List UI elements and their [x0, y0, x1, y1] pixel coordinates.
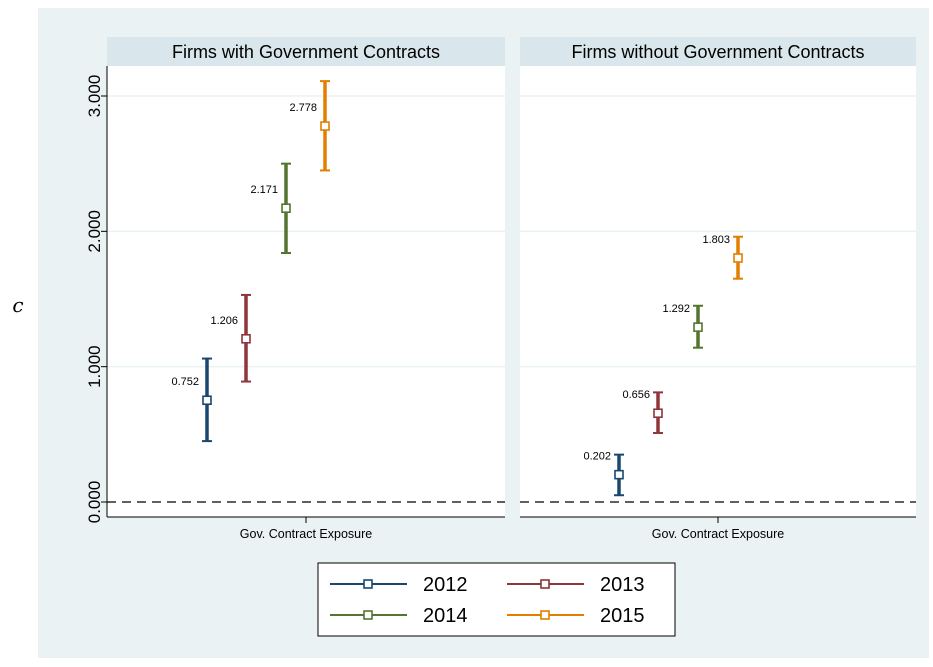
point-marker — [733, 253, 743, 263]
series-2014: 2.171 — [250, 162, 291, 254]
legend-item-2015: 2015 — [507, 605, 645, 627]
legend-label: 2013 — [600, 574, 645, 596]
legend: 2012 2013 2014 2015 — [317, 562, 676, 637]
point-marker — [320, 121, 330, 131]
panel-header — [520, 37, 916, 66]
data-label: 2.778 — [289, 102, 317, 114]
legend-marker — [540, 579, 550, 589]
legend-marker — [540, 610, 550, 620]
panel-2: Firms without Government Contracts Gov. C… — [520, 37, 916, 541]
data-label: 0.656 — [622, 389, 650, 401]
legend-label: 2014 — [423, 605, 468, 627]
legend-marker — [363, 579, 373, 589]
plot-area — [520, 66, 916, 517]
data-label: 1.292 — [662, 303, 690, 315]
y-tick-label: 2.000 — [85, 210, 104, 253]
point-marker — [653, 408, 663, 419]
panel-1: Firms with Government Contracts Gov. Cont… — [107, 37, 505, 541]
x-tick-label: Gov. Contract Exposure — [652, 527, 785, 541]
y-tick-label: 1.000 — [85, 345, 104, 388]
panel-title: Firms without Government Contracts — [571, 42, 864, 62]
y-tick-label: 0.000 — [85, 481, 104, 524]
x-tick-label: Gov. Contract Exposure — [240, 527, 373, 541]
legend-marker — [363, 610, 373, 620]
point-marker — [281, 203, 291, 213]
series-2014: 1.292 — [662, 303, 703, 349]
legend-label: 2012 — [423, 574, 468, 596]
y-axis: 0.000 1.000 2.000 3.000 c — [12, 66, 108, 524]
legend-label: 2015 — [600, 605, 645, 627]
y-tick-label: 3.000 — [85, 75, 104, 118]
series-2015: 2.778 — [289, 80, 330, 172]
point-marker — [693, 322, 703, 332]
series-2015: 1.803 — [702, 234, 743, 280]
series-2013: 0.656 — [622, 389, 663, 434]
legend-item-2014: 2014 — [330, 605, 468, 627]
data-label: 0.752 — [171, 376, 199, 388]
data-label: 1.803 — [702, 234, 730, 246]
panel-title: Firms with Government Contracts — [172, 42, 440, 62]
y-axis-label: c — [12, 293, 23, 317]
legend-item-2013: 2013 — [507, 574, 645, 596]
panel-header — [107, 37, 505, 66]
point-marker — [614, 469, 624, 480]
legend-box — [317, 562, 676, 637]
data-label: 2.171 — [250, 184, 278, 196]
legend-item-2012: 2012 — [330, 574, 468, 596]
plot-area — [107, 66, 505, 517]
point-marker — [241, 333, 251, 344]
series-2012: 0.202 — [583, 451, 624, 497]
data-label: 0.202 — [583, 451, 611, 463]
series-2013: 1.206 — [210, 293, 251, 383]
data-label: 1.206 — [210, 315, 238, 327]
series-2012: 0.752 — [171, 357, 212, 443]
point-marker — [202, 395, 212, 406]
